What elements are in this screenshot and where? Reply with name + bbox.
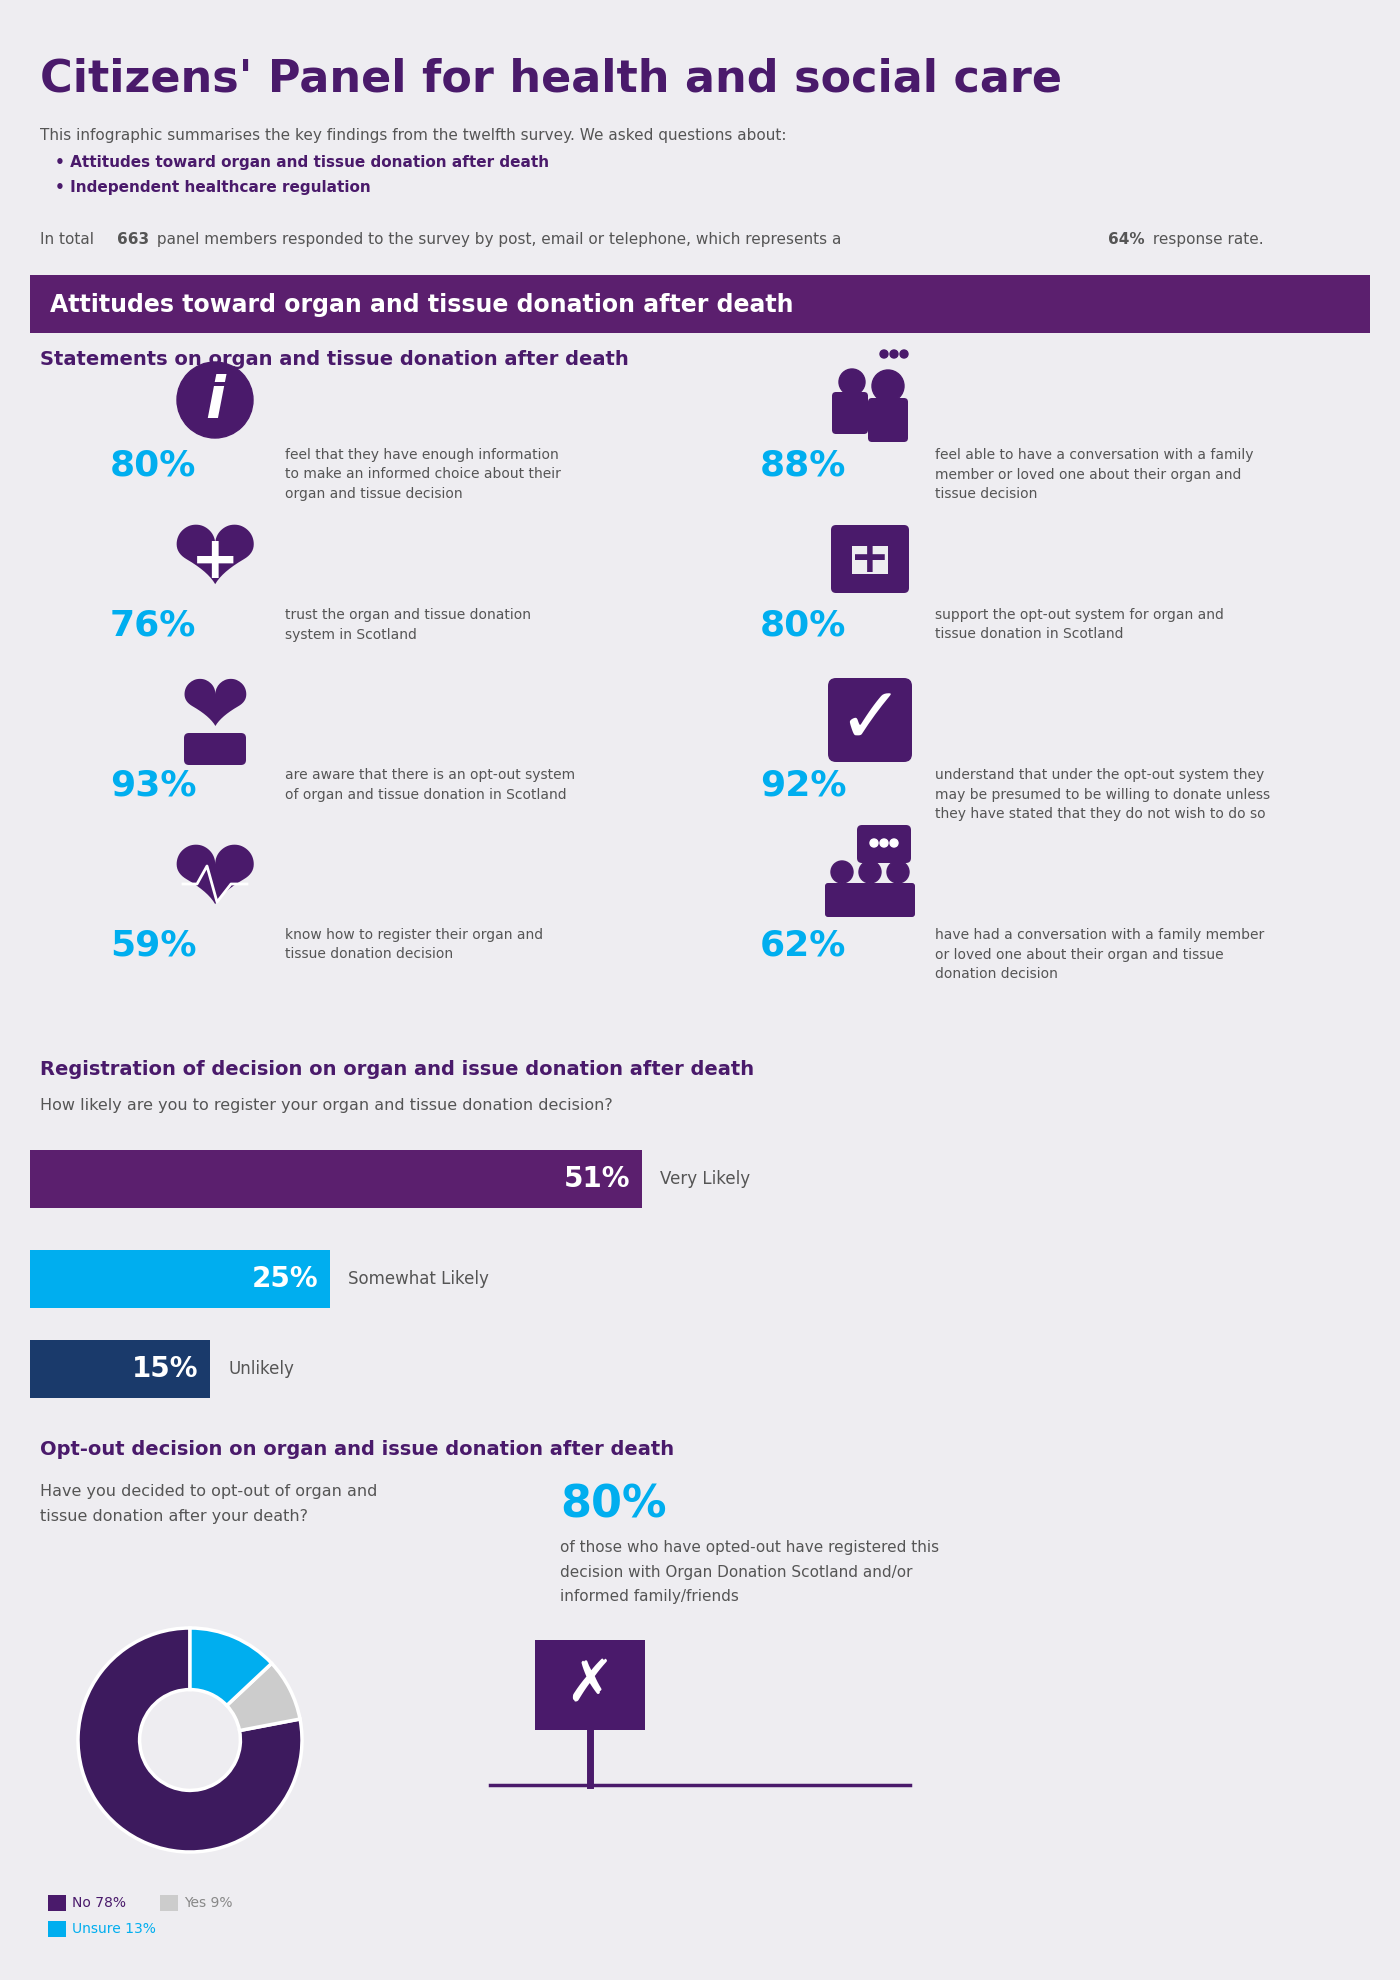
Text: 76%: 76% [111, 608, 196, 642]
Text: Have you decided to opt-out of organ and
tissue donation after your death?: Have you decided to opt-out of organ and… [41, 1483, 378, 1523]
Text: understand that under the opt-out system they
may be presumed to be willing to d: understand that under the opt-out system… [935, 768, 1270, 822]
Text: panel members responded to the survey by post, email or telephone, which represe: panel members responded to the survey by… [153, 232, 846, 248]
Bar [29, 275, 1371, 333]
Circle shape [832, 861, 853, 883]
Text: Unlikely: Unlikely [228, 1360, 294, 1378]
Text: +: + [850, 537, 890, 582]
Bar [853, 546, 888, 574]
FancyBboxPatch shape [827, 677, 911, 762]
Text: No 78%: No 78% [71, 1897, 126, 1911]
Text: 25%: 25% [252, 1265, 318, 1293]
Bar [29, 1249, 330, 1309]
Text: ❤: ❤ [171, 513, 259, 616]
Text: +: + [190, 533, 239, 590]
FancyBboxPatch shape [857, 826, 911, 863]
Bar [48, 1921, 66, 1936]
Text: feel able to have a conversation with a family
member or loved one about their o: feel able to have a conversation with a … [935, 447, 1253, 501]
Circle shape [872, 370, 904, 402]
Circle shape [900, 350, 909, 358]
Text: Very Likely: Very Likely [659, 1170, 750, 1188]
Text: of those who have opted-out have registered this
decision with Organ Donation Sc: of those who have opted-out have registe… [560, 1540, 939, 1604]
Text: In total: In total [41, 232, 99, 248]
FancyBboxPatch shape [832, 525, 909, 592]
Text: 51%: 51% [563, 1164, 630, 1194]
Circle shape [881, 350, 888, 358]
Circle shape [176, 362, 253, 438]
Text: Attitudes toward organ and tissue donation after death: Attitudes toward organ and tissue donati… [50, 293, 794, 317]
Text: Registration of decision on organ and issue donation after death: Registration of decision on organ and is… [41, 1059, 755, 1079]
Text: This infographic summarises the key findings from the twelfth survey. We asked q: This infographic summarises the key find… [41, 129, 787, 143]
Circle shape [888, 861, 909, 883]
Bar [160, 1895, 178, 1911]
Text: support the opt-out system for organ and
tissue donation in Scotland: support the opt-out system for organ and… [935, 608, 1224, 642]
Text: 59%: 59% [111, 929, 196, 962]
Text: are aware that there is an opt-out system
of organ and tissue donation in Scotla: are aware that there is an opt-out syste… [286, 768, 575, 802]
Circle shape [869, 840, 878, 847]
FancyBboxPatch shape [825, 883, 860, 917]
Circle shape [839, 368, 865, 394]
Bar [29, 1340, 210, 1398]
Text: 62%: 62% [760, 929, 847, 962]
FancyBboxPatch shape [868, 398, 909, 442]
Text: 92%: 92% [760, 768, 847, 802]
Text: 64%: 64% [1107, 232, 1145, 248]
Wedge shape [227, 1663, 300, 1731]
FancyBboxPatch shape [832, 392, 868, 434]
Text: ❤: ❤ [171, 834, 259, 935]
Text: Somewhat Likely: Somewhat Likely [349, 1269, 489, 1289]
Text: 80%: 80% [760, 608, 847, 642]
Text: 15%: 15% [132, 1354, 197, 1382]
Text: have had a conversation with a family member
or loved one about their organ and : have had a conversation with a family me… [935, 929, 1264, 980]
Text: Opt-out decision on organ and issue donation after death: Opt-out decision on organ and issue dona… [41, 1439, 675, 1459]
Text: ❤: ❤ [179, 669, 251, 750]
Text: know how to register their organ and
tissue donation decision: know how to register their organ and tis… [286, 929, 543, 962]
FancyBboxPatch shape [183, 733, 246, 764]
Circle shape [881, 840, 888, 847]
Circle shape [860, 861, 881, 883]
Text: 88%: 88% [760, 447, 847, 481]
Text: Yes 9%: Yes 9% [183, 1897, 232, 1911]
Wedge shape [190, 1628, 272, 1705]
Text: ✗: ✗ [566, 1657, 615, 1713]
Text: feel that they have enough information
to make an informed choice about their
or: feel that they have enough information t… [286, 447, 561, 501]
Bar [48, 1895, 66, 1911]
Text: Statements on organ and tissue donation after death: Statements on organ and tissue donation … [41, 350, 629, 368]
Text: response rate.: response rate. [1148, 232, 1264, 248]
Text: Unsure 13%: Unsure 13% [71, 1923, 155, 1936]
Text: • Attitudes toward organ and tissue donation after death: • Attitudes toward organ and tissue dona… [55, 154, 549, 170]
Bar [535, 1639, 645, 1731]
Text: 80%: 80% [111, 447, 196, 481]
Text: trust the organ and tissue donation
system in Scotland: trust the organ and tissue donation syst… [286, 608, 531, 642]
Text: 80%: 80% [560, 1483, 666, 1527]
Text: How likely are you to register your organ and tissue donation decision?: How likely are you to register your orga… [41, 1099, 613, 1113]
Bar [29, 1150, 643, 1208]
Circle shape [890, 350, 897, 358]
Circle shape [890, 840, 897, 847]
Text: Citizens' Panel for health and social care: Citizens' Panel for health and social ca… [41, 57, 1063, 101]
Text: 93%: 93% [111, 768, 196, 802]
FancyBboxPatch shape [853, 883, 888, 917]
Text: i: i [204, 374, 225, 430]
Text: 663: 663 [118, 232, 150, 248]
Text: • Independent healthcare regulation: • Independent healthcare regulation [55, 180, 371, 194]
Text: ✓: ✓ [837, 683, 903, 760]
FancyBboxPatch shape [881, 883, 916, 917]
Wedge shape [78, 1628, 302, 1851]
